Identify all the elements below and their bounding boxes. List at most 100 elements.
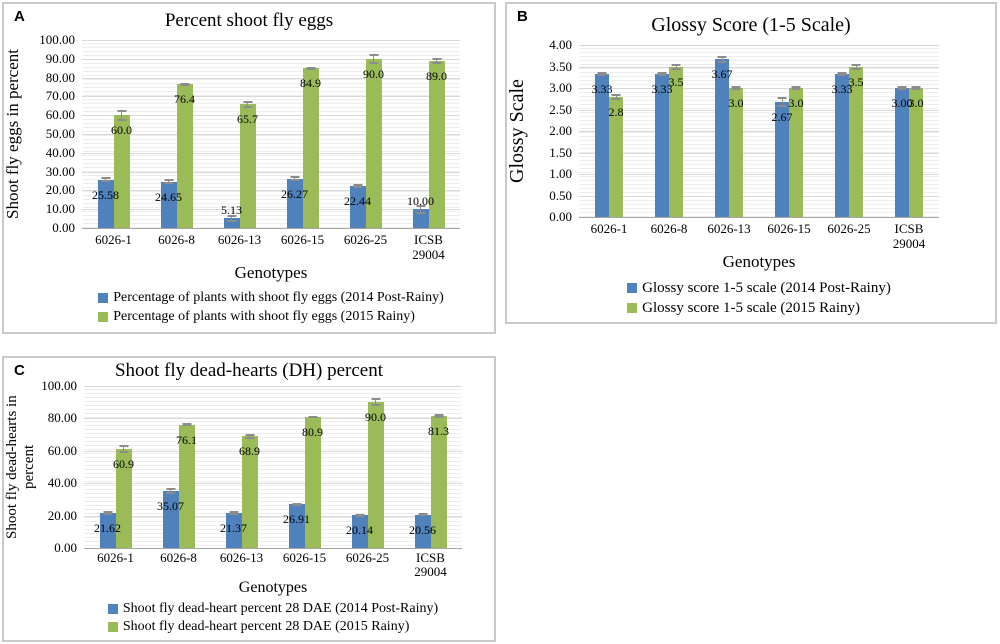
error-bar-line bbox=[661, 71, 663, 76]
category-group: 21.37 68.9 bbox=[210, 386, 273, 548]
y-tick-label: 80.00 bbox=[47, 410, 77, 426]
error-bar-line bbox=[373, 54, 374, 64]
error-bar-line bbox=[675, 63, 677, 70]
legend-swatch bbox=[627, 303, 638, 313]
gridline bbox=[82, 152, 460, 154]
chart-title: Glossy Score (1-5 Scale) bbox=[651, 14, 851, 36]
bar: 3.00 bbox=[892, 85, 913, 217]
legend-item: Glossy score 1-5 scale (2015 Rainy) bbox=[627, 298, 891, 318]
bar-value-label: 3.5 bbox=[848, 74, 864, 89]
error-bar-cap bbox=[308, 416, 317, 419]
panel-a-shoot-fly-eggs-chart: A Percent shoot fly eggs Shoot fly eggs … bbox=[2, 2, 496, 334]
error-bar bbox=[657, 71, 667, 76]
bar: 20.56 bbox=[409, 513, 436, 548]
error-bar bbox=[897, 85, 907, 91]
chart-title: Percent shoot fly eggs bbox=[164, 10, 334, 31]
panel-b-glossy-score-chart: B Glossy Score (1-5 Scale) Glossy Scale … bbox=[505, 2, 997, 324]
bar-value-label: 65.7 bbox=[237, 112, 258, 127]
error-bar-cap bbox=[369, 61, 378, 64]
gridline bbox=[82, 134, 460, 135]
category-group: 3.33 2.8 bbox=[579, 45, 639, 217]
bar: 3.33 bbox=[652, 71, 673, 217]
bar-value-label: 3.0 bbox=[728, 96, 744, 110]
error-bar bbox=[182, 423, 191, 427]
gridline bbox=[579, 195, 939, 197]
error-bar bbox=[791, 86, 801, 90]
category-group: 21.62 60.9 bbox=[84, 386, 147, 548]
bar: 24.65 bbox=[155, 179, 182, 228]
category-group: 10.00 89.0 bbox=[397, 40, 460, 228]
error-bar-cap bbox=[731, 87, 741, 90]
y-tick-label: 1.00 bbox=[549, 166, 572, 181]
chart-body: Shoot fly eggs in percent 100.00 90.00 80.… bbox=[4, 32, 494, 326]
error-bar-line bbox=[436, 57, 437, 64]
legend-swatch bbox=[107, 604, 118, 614]
error-bar-line bbox=[294, 175, 295, 182]
bar: 5.13 bbox=[221, 203, 242, 228]
y-tick-label: 60.00 bbox=[45, 107, 75, 123]
bar: 26.91 bbox=[283, 502, 310, 548]
error-bar-cap bbox=[119, 451, 128, 454]
gridline bbox=[84, 386, 462, 387]
plot-area: 25.58 60.0 24.65 76.4 5.13 65.7 26.27 84.9 22.44… bbox=[82, 40, 460, 229]
error-bar bbox=[290, 175, 299, 182]
error-bar-cap bbox=[371, 404, 380, 407]
error-bar-line bbox=[781, 97, 783, 108]
bar-value-label: 81.3 bbox=[428, 424, 449, 439]
x-category-label: ICSB 29004 bbox=[892, 221, 926, 251]
bar-value-label: 89.0 bbox=[426, 68, 447, 83]
bar-value-label: 21.37 bbox=[220, 521, 247, 536]
bar-value-label: 10.00 bbox=[407, 194, 434, 209]
plot-column: 25.58 60.0 24.65 76.4 5.13 65.7 26.27 84.9 22.44… bbox=[82, 40, 460, 326]
x-category-label: 6026-25 bbox=[343, 232, 388, 247]
y-tick-label: 0.00 bbox=[52, 220, 75, 235]
legend-item: Percentage of plants with shoot fly eggs… bbox=[98, 288, 444, 307]
y-tick-label: 30.00 bbox=[45, 163, 75, 179]
y-tick-label: 40.00 bbox=[45, 144, 75, 160]
legend-item: Shoot fly dead-heart percent 28 DAE (201… bbox=[107, 618, 438, 636]
y-tick-label: 20.00 bbox=[47, 507, 77, 523]
bar-value-label: 3.33 bbox=[651, 81, 673, 96]
x-category-label: ICSB 29004 bbox=[412, 232, 445, 262]
error-bar-cap bbox=[717, 60, 727, 63]
bar: 3.33 bbox=[592, 72, 613, 217]
y-tick-label: 20.00 bbox=[45, 182, 75, 198]
bar-value-label: 84.9 bbox=[300, 76, 321, 91]
error-bar bbox=[418, 513, 427, 517]
x-category-label: 6026-25 bbox=[827, 221, 871, 236]
x-category-label: 6026-8 bbox=[160, 550, 197, 565]
error-bar bbox=[245, 433, 254, 439]
gridline bbox=[82, 40, 460, 41]
x-axis: 6026-1 6026-8 6026-13 6026-15 6026-25 ICSB 29… bbox=[579, 221, 939, 251]
y-tick-label: 3.00 bbox=[549, 80, 572, 95]
x-category-label: 6026-8 bbox=[158, 232, 195, 247]
bar: 3.5 bbox=[849, 63, 864, 217]
bar: 22.44 bbox=[344, 183, 371, 228]
bar: 80.9 bbox=[302, 415, 323, 548]
x-category-label: 6026-13 bbox=[707, 221, 751, 236]
bar-value-label: 68.9 bbox=[239, 444, 260, 459]
error-bar bbox=[101, 177, 110, 183]
panel-letter-c: C bbox=[14, 362, 25, 379]
error-bar-cap bbox=[597, 73, 607, 76]
bar-value-label: 3.0 bbox=[788, 96, 804, 110]
gridline bbox=[579, 88, 939, 89]
bar: 84.9 bbox=[300, 66, 321, 228]
gridline bbox=[82, 190, 460, 192]
error-bar-line bbox=[170, 487, 171, 495]
bar-value-label: 60.0 bbox=[111, 123, 132, 138]
error-bar-cap bbox=[611, 97, 621, 100]
bar: 90.0 bbox=[363, 54, 384, 228]
gridline bbox=[82, 115, 460, 117]
error-bar-line bbox=[855, 63, 857, 70]
error-bar-line bbox=[615, 93, 617, 100]
error-bar-cap bbox=[791, 87, 801, 90]
error-bar-cap bbox=[180, 83, 189, 86]
x-category-label: 6026-8 bbox=[650, 221, 688, 236]
x-category-label: 6026-13 bbox=[219, 550, 264, 565]
error-bar-cap bbox=[117, 118, 126, 121]
x-category-label: 6026-25 bbox=[345, 550, 390, 565]
error-bar bbox=[671, 63, 681, 70]
legend-label: Shoot fly dead-heart percent 28 DAE (201… bbox=[122, 619, 410, 634]
x-axis: 6026-1 6026-8 6026-13 6026-15 6026-25 ICSB 29… bbox=[84, 551, 462, 579]
